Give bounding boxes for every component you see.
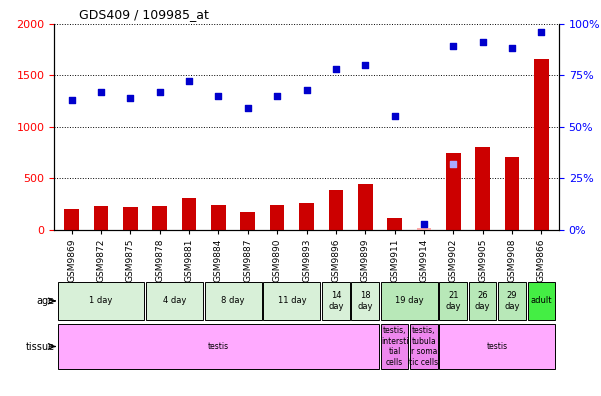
Bar: [240, 211, 255, 230]
Point: [96, 89, 106, 95]
Text: 18
day: 18 day: [358, 291, 373, 310]
Bar: [528, 282, 555, 320]
Bar: [58, 282, 144, 320]
Bar: [469, 282, 496, 320]
Text: 19 day: 19 day: [395, 297, 424, 305]
Text: GDS409 / 109985_at: GDS409 / 109985_at: [79, 8, 209, 21]
Point: [331, 66, 341, 72]
Text: testis,
tubula
r soma
tic cells: testis, tubula r soma tic cells: [409, 326, 439, 367]
Bar: [352, 282, 379, 320]
Text: 21
day: 21 day: [445, 291, 461, 310]
Point: [243, 105, 252, 111]
Point: [448, 43, 458, 50]
Bar: [94, 206, 108, 230]
Text: 26
day: 26 day: [475, 291, 490, 310]
Text: 14
day: 14 day: [328, 291, 344, 310]
Text: testis,
intersti
tial
cells: testis, intersti tial cells: [381, 326, 408, 367]
Point: [537, 29, 546, 35]
Point: [126, 95, 135, 101]
Bar: [299, 204, 314, 230]
Point: [213, 93, 223, 99]
Point: [507, 45, 517, 51]
Bar: [439, 282, 467, 320]
Bar: [146, 282, 203, 320]
Bar: [505, 156, 519, 230]
Point: [185, 78, 194, 85]
Bar: [58, 324, 379, 369]
Text: age: age: [37, 296, 55, 306]
Bar: [182, 198, 197, 230]
Bar: [416, 228, 432, 230]
Point: [361, 62, 370, 68]
Bar: [329, 190, 343, 230]
Text: 4 day: 4 day: [163, 297, 186, 305]
Bar: [64, 209, 79, 230]
Bar: [153, 206, 167, 230]
Point: [302, 86, 311, 93]
Point: [272, 93, 282, 99]
Text: tissue: tissue: [26, 341, 55, 352]
Point: [390, 113, 400, 120]
Text: 29
day: 29 day: [504, 291, 520, 310]
Bar: [263, 282, 320, 320]
Text: testis: testis: [208, 342, 229, 351]
Bar: [358, 185, 373, 230]
Text: 11 day: 11 day: [278, 297, 306, 305]
Point: [67, 97, 76, 103]
Point: [155, 89, 165, 95]
Bar: [498, 282, 526, 320]
Bar: [475, 147, 490, 230]
Bar: [381, 324, 408, 369]
Bar: [534, 59, 549, 230]
Text: 8 day: 8 day: [221, 297, 245, 305]
Bar: [205, 282, 261, 320]
Bar: [381, 282, 438, 320]
Bar: [211, 205, 226, 230]
Bar: [387, 218, 402, 230]
Bar: [123, 206, 138, 230]
Bar: [410, 324, 438, 369]
Bar: [446, 154, 460, 230]
Text: adult: adult: [531, 297, 552, 305]
Point: [419, 220, 429, 227]
Bar: [270, 205, 284, 230]
Point: [448, 161, 458, 167]
Point: [478, 39, 487, 46]
Bar: [439, 324, 555, 369]
Text: 1 day: 1 day: [90, 297, 113, 305]
Bar: [322, 282, 350, 320]
Text: testis: testis: [487, 342, 508, 351]
